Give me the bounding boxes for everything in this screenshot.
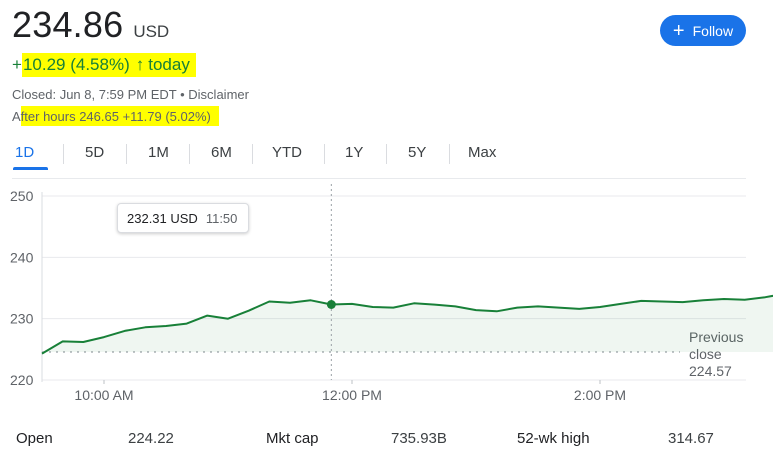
stat-open-value: 224.22 [128, 430, 174, 447]
regular-session-line [41, 294, 773, 355]
tab-divider [63, 144, 64, 164]
tooltip-time: 11:50 [205, 210, 238, 226]
active-tab-indicator [13, 167, 48, 170]
follow-label: Follow [692, 22, 734, 39]
after-hours-quote: A fter hours 246.65 +11.79 (5.02%) [12, 106, 219, 126]
stat-52wk-high-label: 52-wk high [517, 430, 590, 447]
stat-mktcap-value: 735.93B [391, 430, 447, 447]
tab-5y[interactable]: 5Y [408, 144, 427, 161]
stat-mktcap-label: Mkt cap [266, 430, 319, 447]
tab-1d[interactable]: 1D [15, 144, 35, 161]
key-stats: Open 224.22 Mkt cap 735.93B 52-wk high 3… [0, 430, 773, 449]
previous-close-label: Previous [689, 329, 743, 345]
x-tick-label: 2:00 PM [574, 387, 626, 403]
hover-point [326, 299, 336, 309]
change-value: 10.29 (4.58%) [22, 55, 130, 74]
change-sign: + [12, 55, 22, 74]
range-tabs: 1D 5D 1M 6M YTD 1Y 5Y Max [0, 138, 520, 170]
tab-6m[interactable]: 6M [211, 144, 232, 161]
arrow-up-icon: ↑ [135, 55, 145, 74]
change-highlight: 10.29 (4.58%) ↑ today [21, 53, 196, 77]
current-price: 234.86 [12, 4, 124, 45]
previous-close-value: 224.57 [689, 363, 732, 379]
tab-divider [386, 144, 387, 164]
tab-5d[interactable]: 5D [85, 144, 105, 161]
tab-divider [189, 144, 190, 164]
y-tick-label-250: 250 [10, 188, 34, 204]
regular-session-area [42, 295, 773, 354]
tab-1m[interactable]: 1M [148, 144, 169, 161]
chart-tooltip: 232.31 USD 11:50 [117, 203, 249, 233]
price-change: + 10.29 (4.58%) ↑ today [12, 53, 196, 77]
stat-open-label: Open [16, 430, 53, 447]
tab-divider [252, 144, 253, 164]
y-tick-label-240: 240 [10, 249, 34, 265]
change-period: today [148, 55, 190, 74]
currency-label: USD [133, 22, 170, 41]
price-row: 234.86 USD [12, 4, 169, 46]
y-tick-label-230: 230 [10, 311, 34, 327]
follow-button[interactable]: + Follow [660, 15, 746, 46]
market-status: Closed: Jun 8, 7:59 PM EDT • Disclaimer [12, 87, 249, 102]
stat-52wk-high-value: 314.67 [668, 430, 714, 447]
after-hours-prefix: A [12, 108, 21, 124]
tab-1y[interactable]: 1Y [345, 144, 364, 161]
previous-close-label: close [689, 346, 722, 362]
y-tick-label-220: 220 [10, 372, 34, 388]
x-tick-label: 10:00 AM [74, 387, 133, 403]
tab-ytd[interactable]: YTD [272, 144, 302, 161]
tooltip-price: 232.31 USD [127, 210, 198, 226]
after-hours-text: fter hours 246.65 +11.79 (5.02%) [20, 106, 219, 126]
tab-divider [324, 144, 325, 164]
tabs-divider-line [12, 178, 746, 179]
tab-divider [126, 144, 127, 164]
tab-max[interactable]: Max [468, 144, 497, 161]
x-tick-label: 12:00 PM [322, 387, 382, 403]
plus-icon: + [672, 19, 685, 42]
tab-divider [449, 144, 450, 164]
